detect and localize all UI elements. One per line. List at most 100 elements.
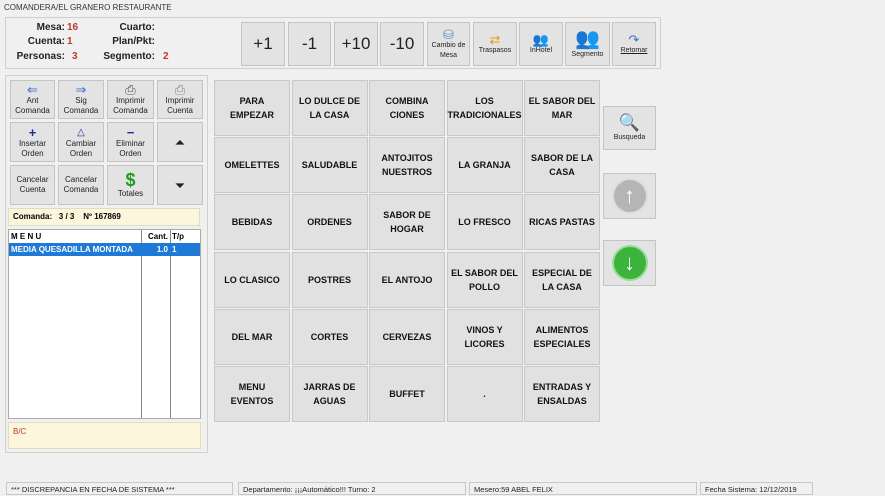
- order-list[interactable]: M E N U Cant. T/p MEDIA QUESADILLA MONTA…: [8, 229, 201, 419]
- sig-comanda-label: Sig Comanda: [63, 96, 99, 115]
- scroll-up-button[interactable]: ↑: [603, 173, 656, 219]
- category-button[interactable]: CORTES: [291, 308, 368, 365]
- cancelar-cuenta-button[interactable]: Cancelar Cuenta: [10, 165, 55, 205]
- imprimir-cuenta-label: Imprimir Cuenta: [165, 96, 195, 115]
- category-button[interactable]: LO DULCE DE LA CASA: [291, 80, 368, 136]
- move-up-button[interactable]: ⏶: [157, 122, 203, 162]
- segmento-button[interactable]: 👥 Segmento: [565, 22, 610, 66]
- traspasos-button[interactable]: ⇄ Traspasos: [473, 22, 517, 66]
- arrow-up-icon: ⏶: [174, 134, 186, 150]
- comanda-value: 3 / 3: [58, 212, 75, 221]
- minus-10-button[interactable]: -10: [380, 22, 424, 66]
- eliminar-orden-button[interactable]: − Eliminar Orden: [107, 122, 154, 162]
- personas-value: 3: [72, 51, 78, 62]
- busqueda-label: Busqueda: [613, 134, 646, 141]
- category-button[interactable]: VINOS Y LICORES: [446, 308, 523, 365]
- category-button[interactable]: EL ANTOJO: [369, 251, 445, 308]
- bc-field: B/C: [8, 422, 201, 449]
- search-icon: 🔍: [618, 113, 641, 132]
- move-down-button[interactable]: ⏷: [157, 165, 203, 205]
- category-button[interactable]: POSTRES: [291, 251, 368, 308]
- plan-label: Plan/Pkt:: [112, 36, 155, 47]
- cant-header: Cant.: [148, 232, 168, 241]
- segmento-label: Segmento:: [103, 51, 155, 62]
- plus-1-button[interactable]: +1: [241, 22, 285, 66]
- minus-icon: −: [126, 124, 135, 140]
- cancelar-cuenta-label: Cancelar Cuenta: [16, 175, 49, 194]
- busqueda-button[interactable]: 🔍 Busqueda: [603, 106, 656, 150]
- totales-button[interactable]: $ Totales: [107, 165, 154, 205]
- category-button[interactable]: SALUDABLE: [291, 137, 368, 194]
- insertar-orden-button[interactable]: + Insertar Orden: [10, 122, 55, 162]
- category-button[interactable]: .: [446, 366, 523, 422]
- segmento-button-label: Segmento: [571, 51, 604, 58]
- inhotel-button[interactable]: 👥 InHotel: [519, 22, 563, 66]
- category-button[interactable]: ANTOJITOS NUESTROS: [369, 137, 445, 194]
- status-fecha: Fecha Sistema: 12/12/2019: [700, 482, 813, 495]
- imprimir-cuenta-button[interactable]: ⎙ Imprimir Cuenta: [157, 80, 203, 119]
- arrow-up-circle-icon: ↑: [611, 178, 648, 214]
- ant-comanda-button[interactable]: ⇐ Ant Comanda: [10, 80, 55, 119]
- personas-label: Personas:: [16, 51, 65, 62]
- cuenta-label: Cuenta:: [27, 36, 65, 47]
- category-button[interactable]: OMELETTES: [214, 137, 290, 194]
- plus-10-button[interactable]: +10: [334, 22, 378, 66]
- category-button[interactable]: ESPECIAL DE LA CASA: [524, 251, 600, 308]
- dollar-icon: $: [125, 170, 136, 190]
- category-button[interactable]: ALIMENTOS ESPECIALES: [524, 308, 600, 365]
- insertar-orden-label: Insertar Orden: [18, 138, 47, 158]
- scroll-down-button[interactable]: ↓: [603, 240, 656, 286]
- cambio-mesa-label: Cambio de Mesa: [431, 41, 466, 59]
- category-button[interactable]: MENU EVENTOS: [214, 366, 290, 422]
- category-button[interactable]: BEBIDAS: [214, 194, 290, 251]
- category-button[interactable]: LO CLASICO: [214, 251, 290, 308]
- hotel-people-icon: 👥: [532, 31, 550, 47]
- category-button[interactable]: COMBINA CIONES: [369, 80, 445, 136]
- arrow-right-icon: ⇒: [75, 82, 87, 97]
- category-button[interactable]: RICAS PASTAS: [524, 194, 600, 251]
- category-button[interactable]: LA GRANJA: [446, 137, 523, 194]
- category-button[interactable]: JARRAS DE AGUAS: [291, 366, 368, 422]
- status-departamento: Departamento: ¡¡¡Automático!!! Turno: 2: [238, 482, 466, 495]
- ant-comanda-label: Ant Comanda: [15, 96, 50, 115]
- category-button[interactable]: BUFFET: [369, 366, 445, 422]
- transfer-arrows-icon: ⇄: [489, 31, 501, 47]
- category-button[interactable]: DEL MAR: [214, 308, 290, 365]
- comanda-label: Comanda:: [13, 212, 53, 221]
- imprimir-comanda-button[interactable]: ⎙ Imprimir Comanda: [107, 80, 154, 119]
- cambiar-orden-label: Cambiar Orden: [65, 138, 97, 158]
- cambiar-orden-button[interactable]: △ Cambiar Orden: [58, 122, 104, 162]
- row-cant: 1.0: [156, 245, 168, 254]
- cuenta-value: 1: [67, 36, 73, 47]
- category-button[interactable]: ORDENES: [291, 194, 368, 251]
- table-row[interactable]: MEDIA QUESADILLA MONTADA 1.0 1: [9, 243, 200, 256]
- comanda-number: Nº 167869: [83, 212, 121, 221]
- cancelar-comanda-label: Cancelar Comanda: [63, 175, 99, 194]
- printer-icon: ⎙: [125, 82, 136, 97]
- window-title: COMANDERA/EL GRANERO RESTAURANTE: [4, 3, 172, 12]
- imprimir-comanda-label: Imprimir Comanda: [113, 96, 148, 115]
- minus-1-button[interactable]: -1: [288, 22, 331, 66]
- category-button[interactable]: CERVEZAS: [369, 308, 445, 365]
- arrow-left-icon: ⇐: [27, 82, 38, 97]
- segmento-value: 2: [163, 51, 169, 62]
- category-button[interactable]: ENTRADAS Y ENSALDAS: [524, 366, 600, 422]
- plus-icon: +: [28, 124, 37, 140]
- category-button[interactable]: SABOR DE LA CASA: [524, 137, 600, 194]
- retomar-button[interactable]: ↷ Retomar: [612, 22, 656, 66]
- status-message: *** DISCREPANCIA EN FECHA DE SISTEMA ***: [6, 482, 233, 495]
- category-button[interactable]: LOS TRADICIONALES: [446, 80, 523, 136]
- sig-comanda-button[interactable]: ⇒ Sig Comanda: [58, 80, 104, 119]
- menu-header: M E N U: [11, 232, 42, 241]
- category-button[interactable]: EL SABOR DEL MAR: [524, 80, 600, 136]
- cancelar-comanda-button[interactable]: Cancelar Comanda: [58, 165, 104, 205]
- retomar-label: Retomar: [620, 46, 648, 54]
- mesa-value: 16: [67, 22, 79, 33]
- category-button[interactable]: SABOR DE HOGAR: [369, 194, 445, 251]
- category-button[interactable]: EL SABOR DEL POLLO: [446, 251, 523, 308]
- cambio-mesa-button[interactable]: ⛁ Cambio de Mesa: [427, 22, 470, 66]
- traspasos-label: Traspasos: [478, 46, 512, 54]
- category-button[interactable]: PARA EMPEZAR: [214, 80, 290, 136]
- eliminar-orden-label: Eliminar Orden: [116, 138, 145, 158]
- category-button[interactable]: LO FRESCO: [446, 194, 523, 251]
